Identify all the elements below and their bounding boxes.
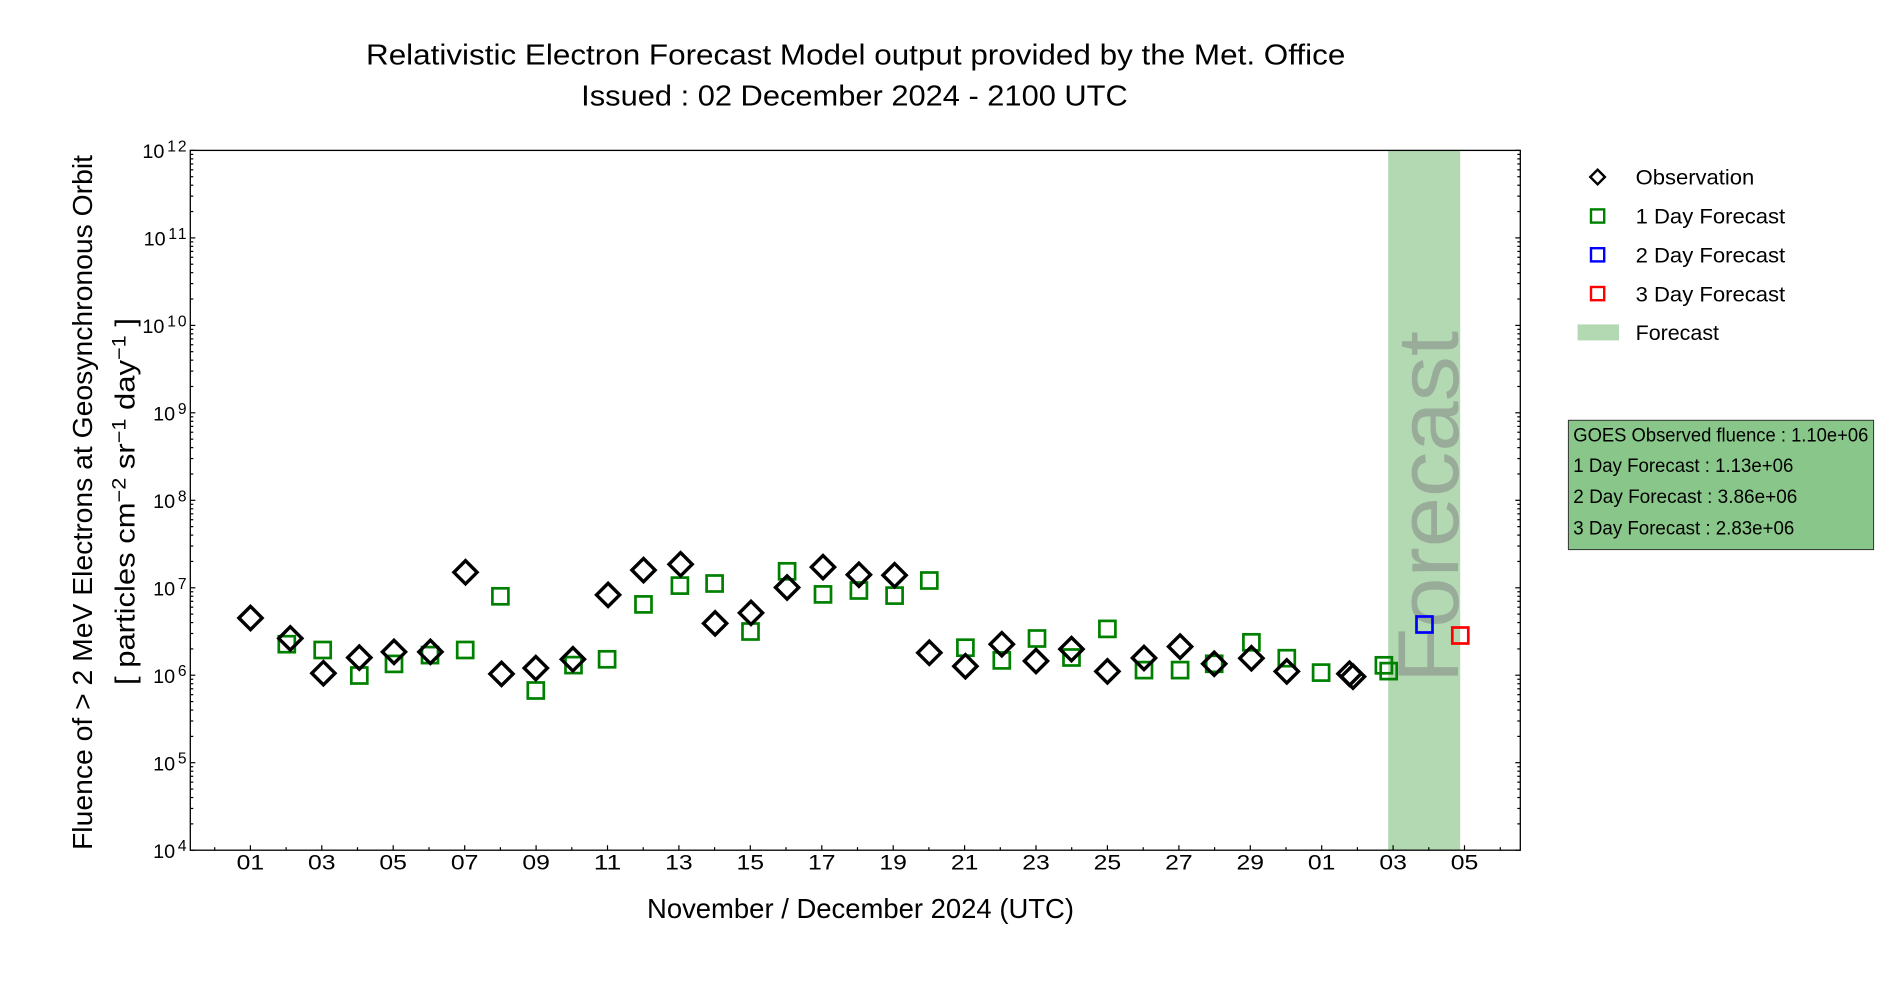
svg-text:05: 05 (379, 852, 407, 875)
svg-text:17: 17 (808, 852, 836, 875)
svg-text:25: 25 (1094, 852, 1122, 875)
svg-text:106: 10 6 (153, 663, 189, 688)
svg-text:29: 29 (1237, 852, 1265, 875)
svg-text:Observation: Observation (1636, 166, 1755, 190)
svg-text:03: 03 (1379, 852, 1407, 875)
svg-text:01: 01 (1308, 852, 1336, 875)
svg-text:3 Day Forecast : 2.83e+06: 3 Day Forecast : 2.83e+06 (1573, 517, 1794, 539)
svg-text:Relativistic Electron Forecast: Relativistic Electron Forecast Model out… (366, 40, 1345, 72)
svg-text:1 Day Forecast: 1 Day Forecast (1636, 205, 1786, 229)
svg-text:Forecast: Forecast (1381, 331, 1477, 683)
svg-text:1 Day Forecast : 1.13e+06: 1 Day Forecast : 1.13e+06 (1573, 455, 1793, 477)
svg-text:2 Day Forecast: 2 Day Forecast (1636, 243, 1786, 267)
svg-text:01: 01 (237, 852, 265, 875)
svg-text:105: 10 5 (153, 751, 189, 776)
svg-text:19: 19 (879, 852, 907, 875)
svg-text:11: 11 (594, 852, 622, 875)
svg-text:108: 10 8 (153, 488, 189, 513)
svg-text:Issued : 02 December 2024 - 21: Issued : 02 December 2024 - 2100 UTC (581, 81, 1128, 113)
svg-text:2 Day Forecast : 3.86e+06: 2 Day Forecast : 3.86e+06 (1573, 486, 1797, 508)
svg-text:3 Day Forecast: 3 Day Forecast (1636, 282, 1786, 306)
svg-text:Fluence of > 2 MeV Electrons a: Fluence of > 2 MeV Electrons at Geosynch… (67, 155, 98, 850)
svg-text:21: 21 (951, 852, 979, 875)
svg-text:104: 10 4 (153, 838, 189, 863)
svg-text:03: 03 (308, 852, 336, 875)
svg-text:13: 13 (665, 852, 693, 875)
svg-text:27: 27 (1165, 852, 1193, 875)
svg-text:09: 09 (522, 852, 550, 875)
svg-text:November / December 2024 (UTC): November / December 2024 (UTC) (647, 893, 1074, 924)
svg-text:107: 10 7 (153, 576, 189, 601)
svg-text:Forecast: Forecast (1636, 321, 1719, 345)
svg-text:15: 15 (737, 852, 765, 875)
svg-text:109: 10 9 (153, 401, 189, 426)
svg-text:GOES Observed fluence : 1.10e+: GOES Observed fluence : 1.10e+06 (1573, 424, 1868, 446)
svg-text:05: 05 (1451, 852, 1479, 875)
svg-text:07: 07 (451, 852, 479, 875)
svg-text:23: 23 (1022, 852, 1050, 875)
